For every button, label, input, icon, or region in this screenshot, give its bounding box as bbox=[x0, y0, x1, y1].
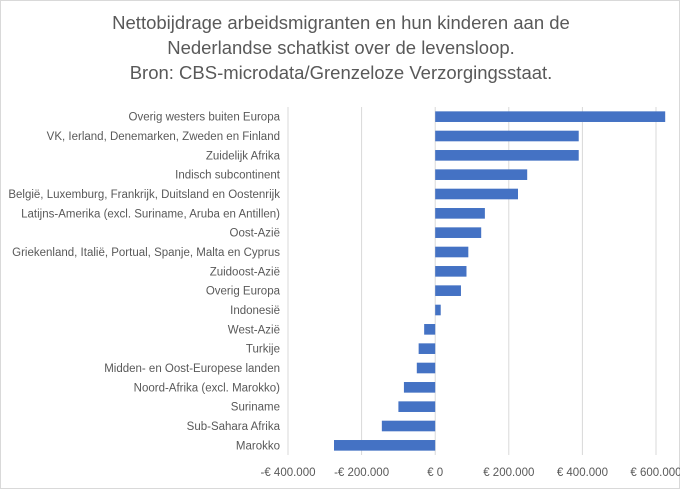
chart-title: Nettobijdrage arbeidsmigranten en hun ki… bbox=[112, 12, 570, 83]
category-label-2: Zuidelijk Afrika bbox=[206, 150, 281, 162]
chart-title-line-1: Nettobijdrage arbeidsmigranten en hun ki… bbox=[112, 12, 570, 33]
category-label-17: Marokko bbox=[236, 440, 280, 452]
bar-14 bbox=[403, 382, 436, 393]
bar-17 bbox=[334, 440, 436, 451]
bar-3 bbox=[435, 169, 528, 180]
category-label-10: Indonesië bbox=[230, 305, 280, 317]
category-label-11: West-Azië bbox=[228, 324, 280, 336]
chart-title-line-2: Nederlandse schatkist over de levensloop… bbox=[167, 37, 515, 58]
category-label-8: Zuidoost-Azië bbox=[210, 266, 280, 278]
category-label-12: Turkije bbox=[246, 344, 280, 356]
bar-2 bbox=[435, 150, 579, 161]
bar-11 bbox=[424, 324, 436, 335]
category-label-15: Suriname bbox=[231, 402, 280, 414]
bar-5 bbox=[435, 208, 485, 219]
category-label-3: Indisch subcontinent bbox=[175, 170, 281, 182]
category-label-6: Oost-Azië bbox=[230, 228, 281, 240]
x-tick-label-3: € 200.000 bbox=[483, 467, 534, 479]
bar-8 bbox=[435, 266, 467, 277]
x-tick-label-4: € 400.000 bbox=[557, 467, 608, 479]
category-label-4: België, Luxemburg, Frankrijk, Duitsland … bbox=[8, 189, 280, 201]
bar-0 bbox=[435, 111, 666, 122]
category-label-5: Latijns-Amerika (excl. Suriname, Aruba e… bbox=[21, 208, 280, 220]
bar-15 bbox=[398, 401, 436, 412]
category-label-9: Overig Europa bbox=[206, 286, 281, 298]
bar-7 bbox=[435, 246, 469, 258]
category-label-7: Griekenland, Italië, Portual, Spanje, Ma… bbox=[12, 247, 280, 259]
chart-title-line-3: Bron: CBS-microdata/Grenzeloze Verzorgin… bbox=[130, 62, 553, 83]
category-label-13: Midden- en Oost-Europese landen bbox=[104, 363, 280, 375]
x-tick-label-0: -€ 400.000 bbox=[261, 467, 316, 479]
bar-6 bbox=[435, 227, 482, 238]
bar-1 bbox=[435, 130, 579, 142]
category-label-14: Noord-Afrika (excl. Marokko) bbox=[134, 382, 281, 394]
category-label-16: Sub-Sahara Afrika bbox=[187, 421, 281, 433]
bar-12 bbox=[418, 343, 436, 354]
x-tick-label-1: -€ 200.000 bbox=[334, 467, 389, 479]
x-tick-label-2: € 0 bbox=[427, 467, 443, 479]
x-tick-label-5: € 600.000 bbox=[630, 467, 680, 479]
bar-13 bbox=[416, 362, 436, 374]
category-label-0: Overig westers buiten Europa bbox=[129, 112, 281, 124]
bar-16 bbox=[381, 420, 436, 432]
bar-4 bbox=[435, 188, 518, 200]
bar-9 bbox=[435, 285, 461, 296]
category-label-1: VK, Ierland, Denemarken, Zweden en Finla… bbox=[47, 131, 280, 143]
bar-10 bbox=[435, 304, 441, 316]
